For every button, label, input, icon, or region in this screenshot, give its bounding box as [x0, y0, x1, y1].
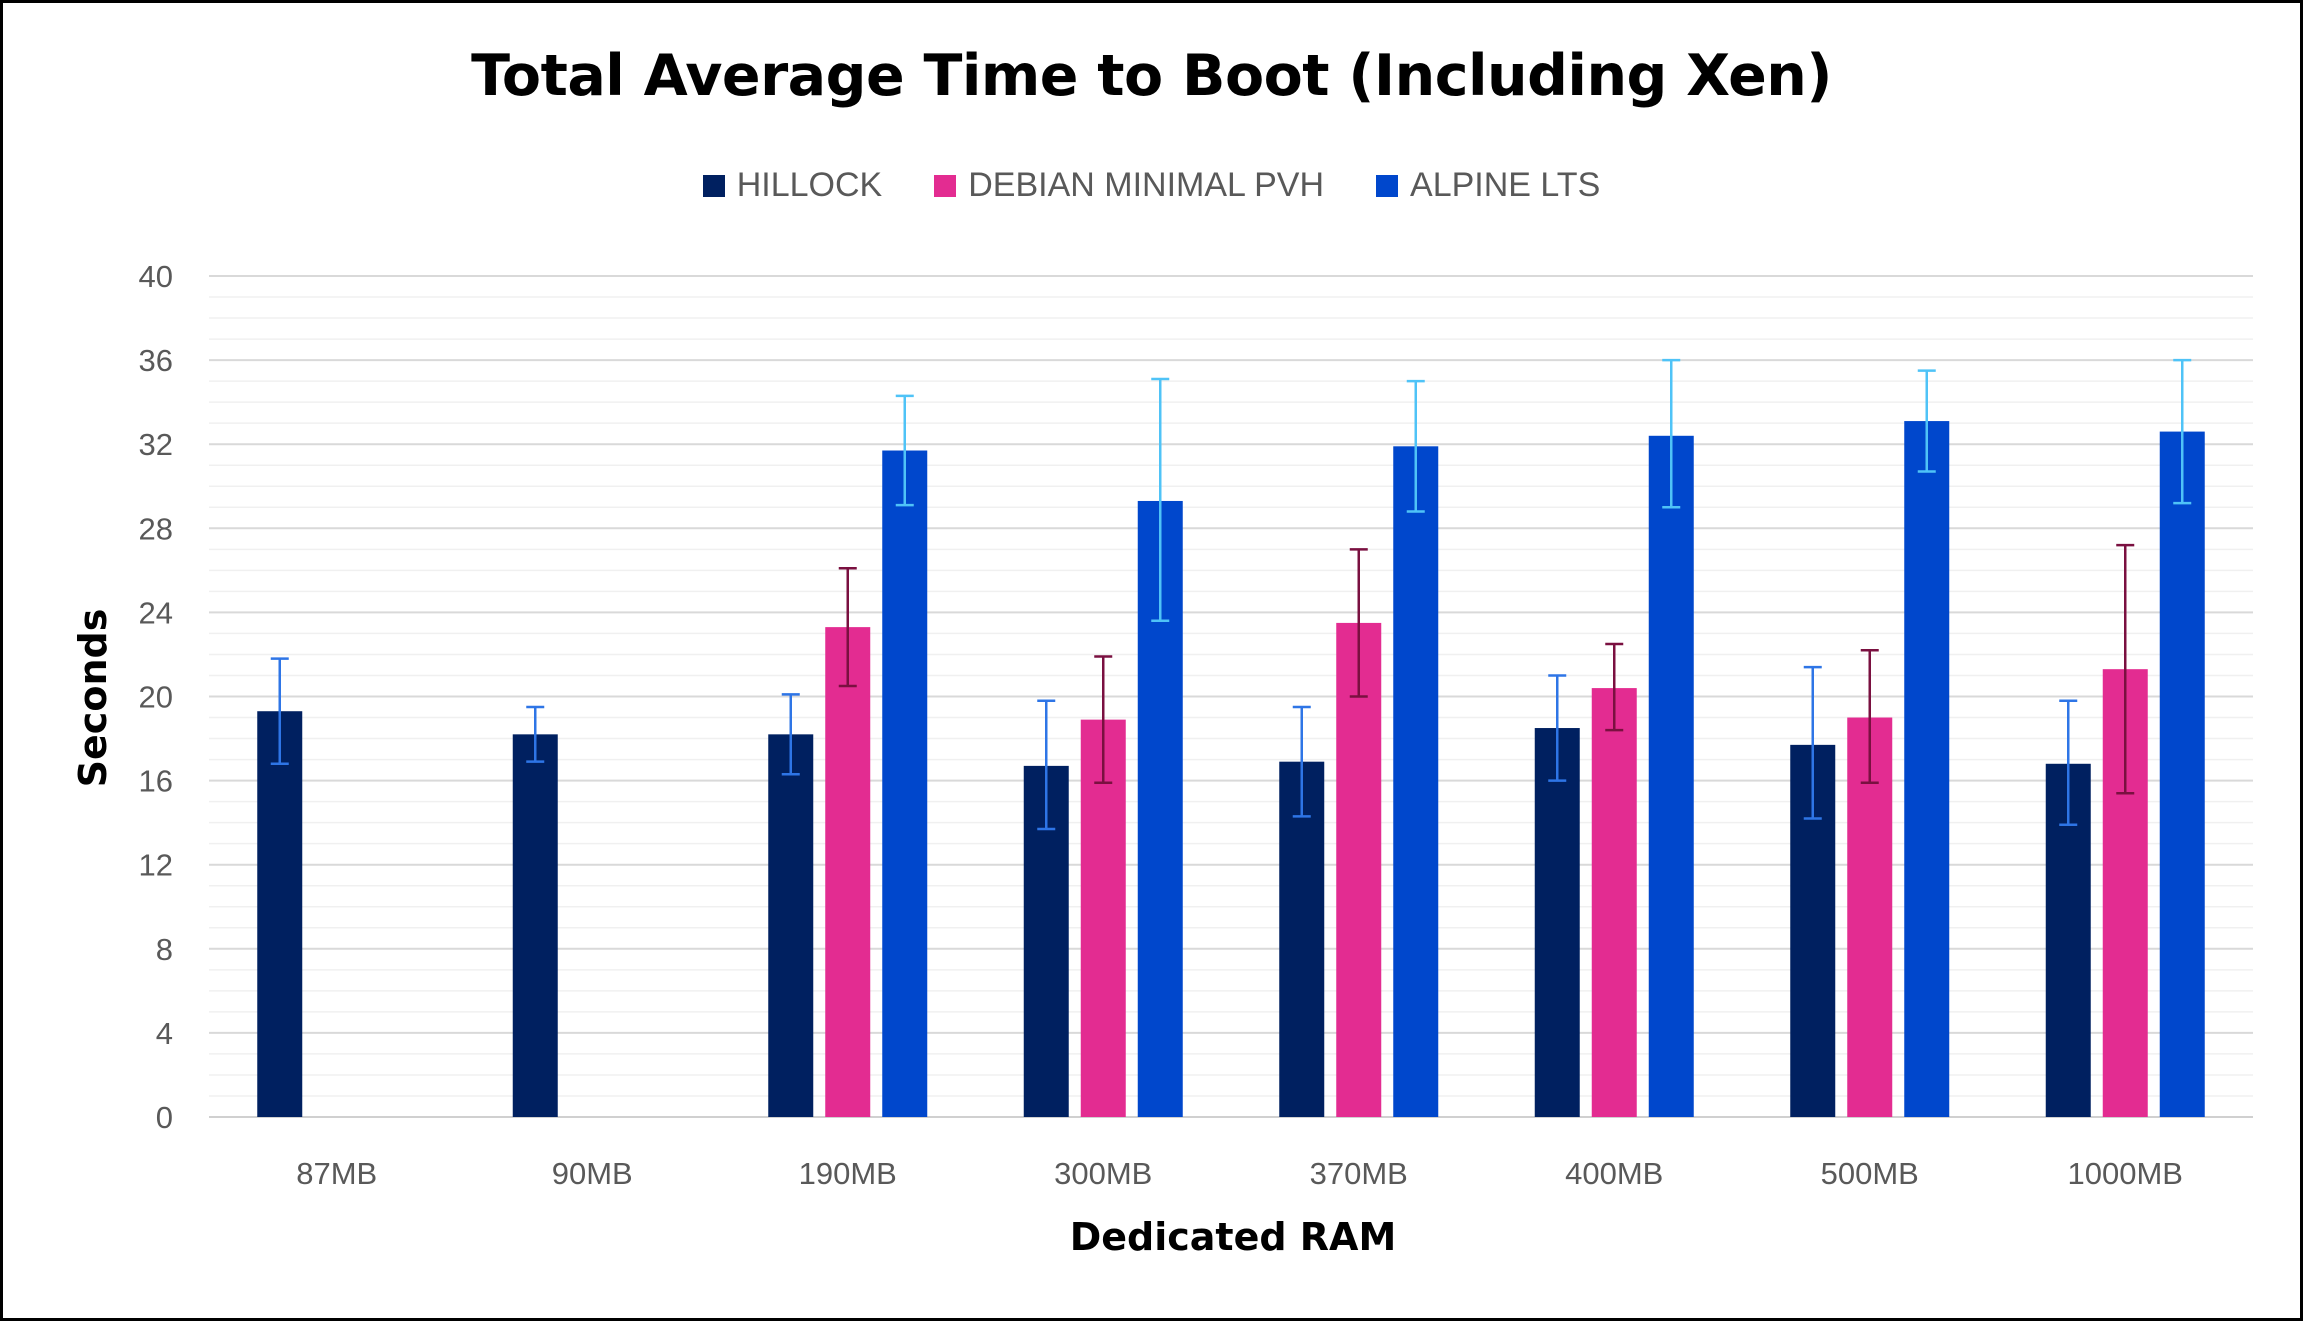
y-tick-labels: 0 4 8 12 16 20 24 28 32 36 40 — [139, 259, 173, 1135]
x-tick-label: 400MB — [1565, 1156, 1663, 1191]
error-bars — [270, 358, 2192, 831]
bar — [1279, 761, 1325, 1117]
error-bar — [1860, 648, 1879, 784]
bars — [257, 421, 2205, 1118]
x-tick-label: 1000MB — [2068, 1156, 2183, 1191]
bar — [1393, 446, 1439, 1117]
error-bar — [1662, 358, 1681, 509]
y-tick-label: 0 — [156, 1100, 173, 1135]
bar — [512, 734, 558, 1117]
error-bar — [2116, 543, 2135, 795]
x-tick-label: 90MB — [552, 1156, 633, 1191]
bar — [1904, 421, 1950, 1117]
error-bar — [270, 657, 289, 766]
error-bar — [1151, 377, 1170, 623]
bar — [1080, 719, 1126, 1117]
bar — [1534, 728, 1580, 1117]
y-tick-label: 16 — [139, 764, 173, 799]
bar — [768, 734, 814, 1117]
error-bar — [1406, 379, 1425, 513]
x-tick-label: 87MB — [296, 1156, 377, 1191]
y-tick-label: 40 — [139, 259, 173, 294]
bar — [2159, 431, 2205, 1118]
legend-item-debian-minimal-pvh: DEBIAN MINIMAL PVH — [934, 166, 1324, 205]
error-bar — [838, 566, 857, 688]
legend: HILLOCK DEBIAN MINIMAL PVH ALPINE LTS — [3, 166, 2300, 205]
bar — [257, 711, 303, 1117]
chart-title: Total Average Time to Boot (Including Xe… — [471, 43, 1832, 109]
x-axis-title: Dedicated RAM — [1070, 1215, 1397, 1259]
x-tick-label: 190MB — [799, 1156, 897, 1191]
error-bar — [1094, 655, 1113, 784]
bar — [825, 627, 871, 1117]
x-tick-label: 370MB — [1310, 1156, 1408, 1191]
y-tick-label: 24 — [139, 595, 173, 630]
legend-swatch-hillock — [702, 174, 725, 197]
legend-item-alpine-lts: ALPINE LTS — [1376, 166, 1600, 205]
plot-area: 0 4 8 12 16 20 24 28 32 36 40 87MB 90MB 190MB 300MB 37… — [71, 259, 2253, 1259]
legend-swatch-debian-minimal-pvh — [934, 174, 957, 197]
error-bar — [526, 705, 545, 763]
x-tick-labels: 87MB 90MB 190MB 300MB 370MB 400MB 500MB 1000MB — [296, 1156, 2183, 1191]
y-tick-label: 4 — [156, 1016, 173, 1051]
x-tick-label: 500MB — [1821, 1156, 1919, 1191]
error-bar — [2059, 699, 2078, 827]
y-tick-label: 20 — [139, 680, 173, 715]
y-axis-title: Seconds — [71, 609, 115, 788]
x-tick-label: 300MB — [1054, 1156, 1152, 1191]
error-bar — [1605, 642, 1624, 732]
bar — [882, 450, 928, 1117]
legend-swatch-alpine-lts — [1376, 174, 1399, 197]
error-bar — [1917, 369, 1936, 473]
error-bar — [1548, 674, 1567, 782]
bar — [1847, 717, 1893, 1117]
error-bar — [2173, 358, 2192, 505]
legend-label-hillock: HILLOCK — [736, 166, 883, 204]
bar — [1648, 435, 1694, 1117]
y-tick-label: 12 — [139, 848, 173, 883]
error-bar — [1292, 705, 1311, 818]
legend-label-debian-minimal-pvh: DEBIAN MINIMAL PVH — [968, 166, 1325, 204]
error-bar — [1349, 548, 1368, 698]
legend-label-alpine-lts: ALPINE LTS — [1410, 166, 1601, 204]
y-tick-label: 32 — [139, 427, 173, 462]
error-bar — [1803, 665, 1822, 820]
legend-item-hillock: HILLOCK — [702, 166, 883, 205]
error-bar — [781, 693, 800, 776]
error-bar — [895, 394, 914, 507]
y-tick-label: 28 — [139, 511, 173, 546]
bar — [1336, 622, 1382, 1117]
bar — [1591, 688, 1637, 1117]
y-tick-label: 36 — [139, 343, 173, 378]
y-tick-label: 8 — [156, 932, 173, 967]
error-bar — [1037, 699, 1056, 831]
